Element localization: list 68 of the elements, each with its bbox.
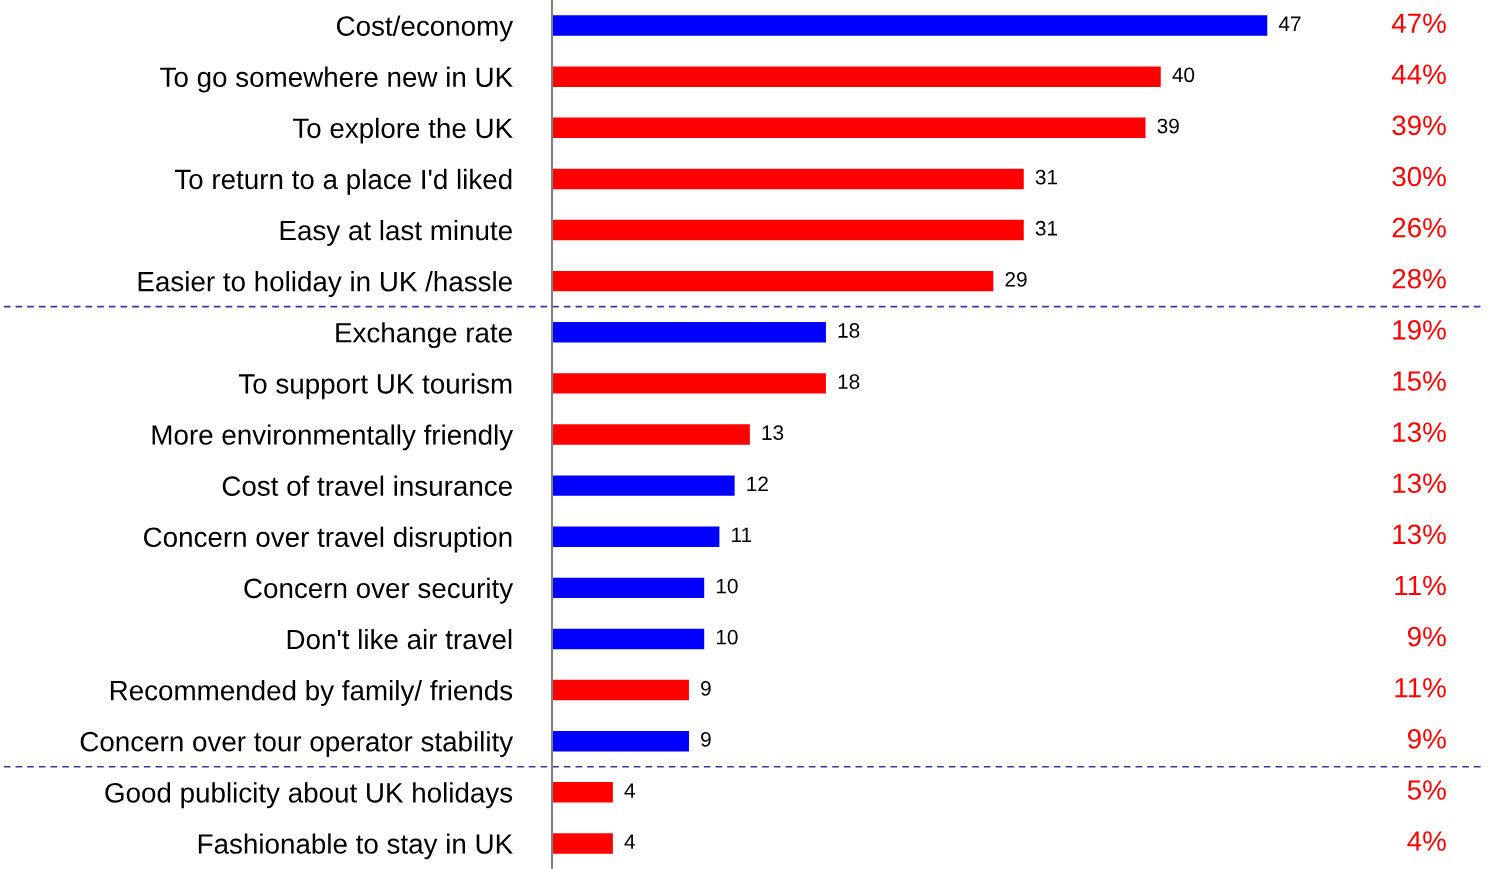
- data-label: 10: [716, 629, 738, 645]
- data-label: 47: [1278, 16, 1301, 31]
- text: 9%: [1407, 728, 1446, 749]
- bar: [552, 577, 705, 599]
- y-tick-label: Easier to holiday in UK /hassle: [138, 271, 512, 297]
- bar: [552, 679, 689, 701]
- bar: [552, 270, 994, 292]
- data-label: 18: [838, 374, 860, 389]
- bar: [552, 424, 750, 445]
- y-tick-label: Don't like air travel: [287, 628, 512, 650]
- text: 9%: [1407, 626, 1446, 647]
- bar: [552, 475, 735, 496]
- text: 13%: [1393, 473, 1446, 494]
- text: 19%: [1393, 320, 1446, 340]
- text: 13%: [1393, 524, 1446, 545]
- text: 13%: [1393, 422, 1446, 442]
- text: 39%: [1392, 115, 1446, 136]
- y-tick-label: Concern over travel disruption: [144, 526, 512, 553]
- bar: [552, 526, 720, 547]
- y-tick-label: Concern over security: [244, 577, 514, 604]
- text: 11%: [1395, 575, 1446, 596]
- y-tick-label: Easy at last minute: [280, 219, 512, 246]
- data-label: 18: [838, 323, 860, 338]
- text: 44%: [1391, 64, 1446, 85]
- text: 5%: [1407, 780, 1446, 800]
- text: 26%: [1392, 217, 1446, 238]
- y-tick-label: To go somewhere new in UK: [160, 66, 513, 93]
- text: 30%: [1392, 166, 1446, 187]
- text: 15%: [1393, 371, 1446, 391]
- y-tick-label: To return to a place I'd liked: [174, 168, 512, 195]
- data-label: 40: [1172, 67, 1195, 83]
- y-tick-label: Cost of travel insurance: [222, 475, 512, 496]
- data-label: 10: [716, 578, 738, 594]
- data-label: 9: [701, 680, 711, 696]
- bar: [552, 66, 1161, 87]
- bar: [552, 168, 1024, 190]
- text: 4%: [1407, 831, 1446, 851]
- y-tick-label: To support UK tourism: [238, 373, 512, 400]
- bar: [552, 117, 1146, 139]
- bar: [552, 730, 689, 752]
- bar: [552, 833, 613, 854]
- data-label: 29: [1005, 271, 1027, 287]
- data-label: 4: [624, 783, 635, 798]
- y-tick-label: Fashionable to stay in UK: [198, 833, 513, 860]
- y-tick-label: Cost/economy: [336, 15, 514, 42]
- text: 11%: [1395, 678, 1446, 698]
- y-tick-label: Exchange rate: [336, 322, 512, 349]
- data-label: 39: [1157, 118, 1179, 134]
- text: 28%: [1392, 268, 1446, 289]
- y-tick-label: To explore the UK: [292, 117, 513, 144]
- data-label: 13: [762, 425, 784, 441]
- text: 47%: [1391, 13, 1446, 33]
- bar: [552, 782, 613, 803]
- y-tick-label: More environmentally friendly: [152, 424, 514, 451]
- data-label: 12: [747, 476, 768, 492]
- bar: [552, 373, 826, 394]
- y-tick-label: Recommended by family/ friends: [110, 680, 513, 706]
- data-label: 4: [624, 834, 635, 849]
- y-tick-label: Concern over tour operator stability: [80, 731, 514, 758]
- bar: [552, 15, 1268, 36]
- data-label: 9: [701, 732, 711, 747]
- data-label: 11: [732, 527, 752, 543]
- bar: [552, 322, 826, 343]
- y-tick-label: Good publicity about UK holidays: [105, 782, 513, 809]
- data-label: 31: [1035, 169, 1058, 185]
- bar: [552, 628, 705, 650]
- data-label: 31: [1035, 220, 1058, 236]
- bar: [552, 219, 1024, 241]
